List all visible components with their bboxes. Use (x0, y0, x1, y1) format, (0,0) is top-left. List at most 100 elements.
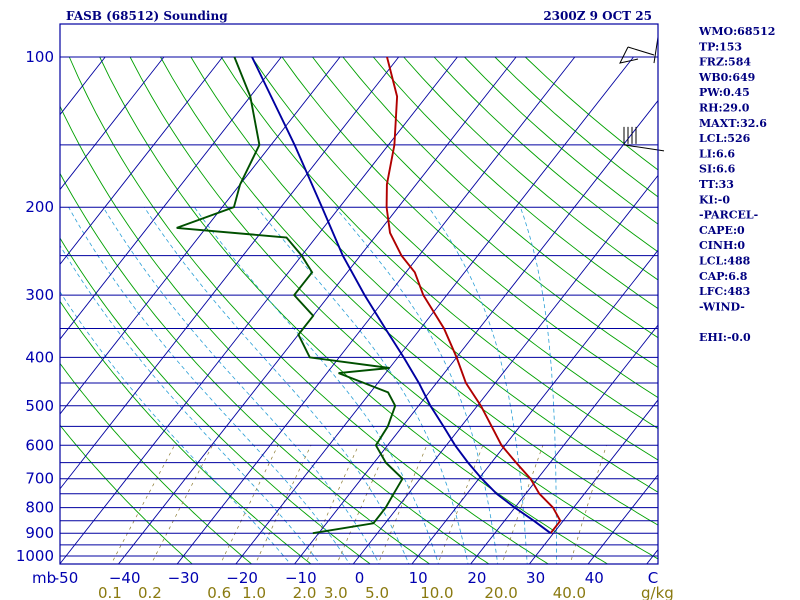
moist-adiabat-line (60, 244, 321, 564)
mixing-ratio-tick-label: 0.6 (207, 584, 231, 600)
dry-adiabat-line (220, 56, 658, 461)
mixing-ratio-tick-label: 5.0 (365, 584, 389, 600)
pressure-tick-label: 300 (25, 286, 54, 304)
isotherm-line (60, 56, 282, 340)
mixing-ratio-tick-label: 3.0 (324, 584, 348, 600)
moist-adiabat-line (520, 207, 557, 564)
mixing-ratio-tick-label: 0.2 (138, 584, 162, 600)
index-line: -PARCEL- (699, 209, 758, 222)
isotherm-line (352, 174, 658, 564)
isotherm-line (60, 56, 165, 191)
temperature-tick-label: 0 (355, 569, 365, 587)
wind-barb-shaft (623, 144, 665, 152)
pressure-tick-label: 900 (25, 524, 54, 542)
mixing-ratio-line (305, 445, 359, 564)
temperature-tick-label: 10 (409, 569, 428, 587)
isotherm-line (60, 56, 458, 564)
dry-adiabat-line (68, 56, 550, 564)
index-line: EHI:-0.0 (699, 331, 751, 344)
index-line: -WIND- (699, 300, 745, 313)
mixing-ratio-line (254, 445, 312, 564)
pressure-tick-label: 200 (25, 198, 54, 216)
temperature-tick-label: 40 (585, 569, 604, 587)
dry-adiabat-line (60, 105, 490, 564)
index-line: LCL:488 (699, 255, 751, 268)
temperature-tick-label: −20 (226, 569, 258, 587)
temperature-axis: -50 −40 −30 −20 −10 0 10 20 30 40 C (54, 569, 658, 587)
plot-area (60, 24, 658, 564)
dry-adiabat-line (342, 56, 658, 339)
index-line: TT:33 (699, 178, 734, 191)
sounding-traces (176, 56, 562, 535)
pressure-tick-label: 500 (25, 397, 54, 415)
mixing-ratio-unit-label: g/kg (641, 584, 674, 600)
dry-adiabat-line (60, 300, 312, 564)
index-line: SI:6.6 (699, 163, 736, 176)
temperature-tick-label: -50 (54, 569, 79, 587)
mixing-ratio-tick-label: 40.0 (553, 584, 586, 600)
index-line: RH:29.0 (699, 102, 750, 115)
moist-adiabat-line (68, 207, 351, 564)
index-line: MAXT:32.6 (699, 117, 767, 130)
index-line: TP:153 (699, 40, 742, 53)
moist-adiabat-line (143, 206, 410, 564)
isotherm-line (60, 56, 341, 415)
index-line: WMO:68512 (698, 25, 775, 38)
isotherm-line (293, 99, 658, 564)
dry-adiabat-line (99, 56, 609, 564)
pressure-axis: 100 200 300 400 500 600 700 800 900 1000 (16, 48, 54, 565)
temperature-tick-label: −30 (168, 569, 200, 587)
plot-frame (59, 23, 659, 565)
index-line: CINH:0 (699, 239, 745, 252)
parcel-trace (251, 56, 552, 534)
wind-barbs (619, 36, 665, 152)
wind-barb-staff (653, 36, 659, 64)
mixing-ratio-line (336, 445, 389, 564)
mixing-ratio-line (220, 445, 279, 564)
dry-adiabat-line (403, 56, 658, 281)
dry-adiabat-line (372, 56, 658, 310)
pressure-tick-label: 400 (25, 348, 54, 366)
dry-adiabat-line (251, 56, 658, 430)
pressure-tick-label: 1000 (16, 547, 54, 565)
temperature-tick-label: −40 (109, 569, 141, 587)
isotherm-line (411, 249, 658, 564)
isotherm-line (60, 56, 223, 266)
index-line: LCL:526 (699, 132, 751, 145)
pressure-tick-label: 100 (25, 48, 54, 66)
isobar-lines (60, 56, 658, 557)
moist-adiabat-line (194, 206, 439, 564)
moist-adiabat-line (428, 206, 528, 564)
moist-adiabat-line (102, 206, 380, 564)
chart-title-left: FASB (68512) Sounding (66, 9, 228, 23)
isotherm-line (470, 324, 658, 564)
pressure-tick-label: 600 (25, 436, 54, 454)
chart-title-right: 2300Z 9 OCT 25 (543, 9, 652, 23)
dewpoint-trace (176, 56, 404, 535)
mixing-ratio-tick-label: 10.0 (420, 584, 453, 600)
pressure-tick-label: 700 (25, 470, 54, 488)
index-line: KI:-0 (699, 193, 730, 206)
mixing-ratio-tick-label: 2.0 (293, 584, 317, 600)
isotherm-line (528, 399, 658, 564)
mixing-ratio-line (377, 445, 428, 564)
index-line: LI:6.6 (699, 147, 735, 160)
mixing-ratio-line (501, 445, 544, 564)
dry-adiabat-line (60, 362, 253, 564)
wind-barb-shaft (627, 46, 655, 56)
index-line: LFC:483 (699, 285, 750, 298)
index-line: CAPE:0 (699, 224, 745, 237)
dry-adiabat-line (60, 424, 193, 564)
index-line: WB0:649 (698, 71, 755, 84)
wind-barb-flag (619, 46, 639, 64)
mixing-ratio-line (150, 445, 213, 564)
wind-barb-lower (623, 126, 665, 152)
temperature-tick-label: 20 (467, 569, 486, 587)
temperature-tick-label: 30 (526, 569, 545, 587)
mixing-ratio-tick-label: 20.0 (484, 584, 517, 600)
index-line: CAP:6.8 (699, 270, 748, 283)
mixing-ratio-tick-label: 0.1 (98, 584, 122, 600)
wind-barb-upper (619, 36, 659, 64)
dry-adiabat-line (160, 56, 658, 526)
